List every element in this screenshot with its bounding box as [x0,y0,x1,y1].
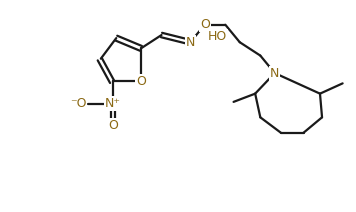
Text: N: N [186,36,195,49]
Text: O: O [200,18,210,31]
Text: O: O [108,119,118,132]
Text: N: N [270,67,279,80]
Text: N⁺: N⁺ [105,98,121,110]
Text: ⁻O: ⁻O [70,98,87,110]
Text: HO: HO [208,29,227,43]
Text: O: O [136,75,146,88]
